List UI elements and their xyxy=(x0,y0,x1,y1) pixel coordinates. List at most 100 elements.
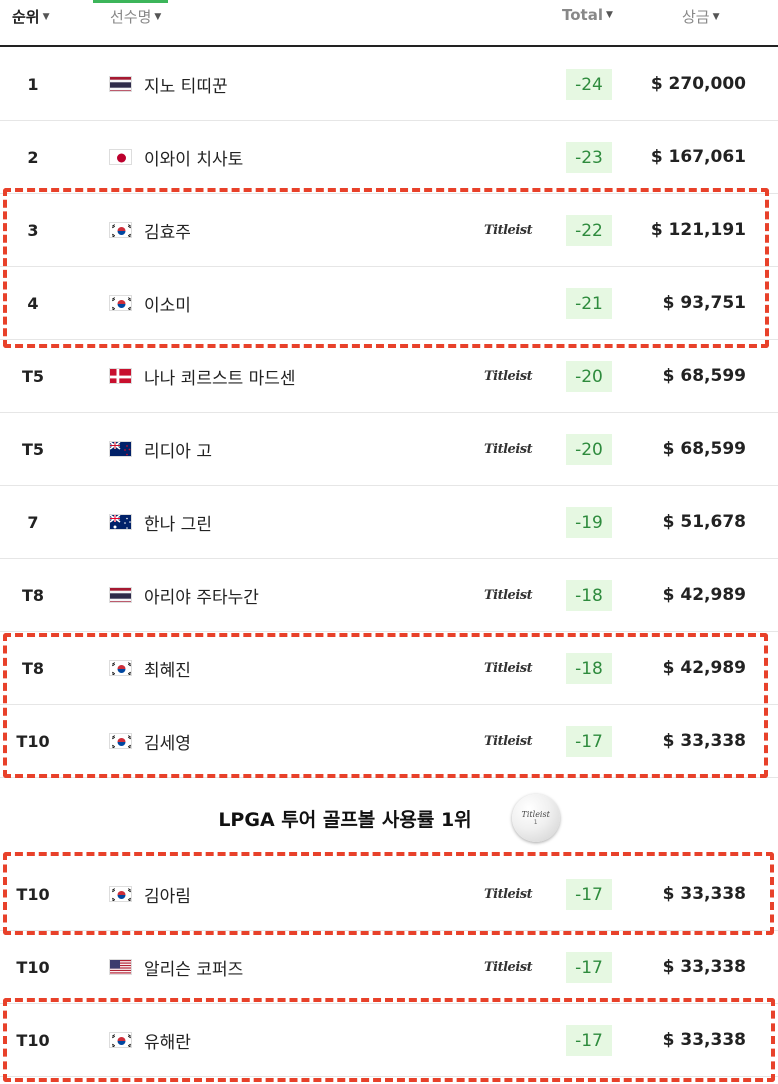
total-score: -18 xyxy=(566,653,612,684)
leaderboard-rows-top: 1 지노 티띠꾼 -24 $ 270,000 2 이와이 치사토 -23 $ 167,061 3… xyxy=(0,48,778,778)
total-score: -20 xyxy=(566,361,612,392)
player-name[interactable]: 알리슨 코퍼즈 xyxy=(144,959,244,980)
player-rank: T10 xyxy=(16,957,50,977)
total-column-header[interactable]: Total ▼ xyxy=(562,6,613,24)
prize-column-header[interactable]: 상금 ▼ xyxy=(682,6,720,27)
japan-flag-icon xyxy=(109,149,132,165)
promo-banner: LPGA 투어 골프볼 사용률 1위 Titleist 1 xyxy=(0,778,778,858)
golf-ball-brand: Titleist xyxy=(521,810,550,819)
prize-money: $ 42,989 xyxy=(662,658,746,678)
korea-flag-icon xyxy=(109,660,132,676)
total-header-label: Total xyxy=(562,6,603,24)
table-row[interactable]: T5 리디아 고 Titleist -20 $ 68,599 xyxy=(0,413,778,486)
korea-flag-icon xyxy=(109,886,132,902)
total-score: -17 xyxy=(566,1025,612,1056)
total-score: -24 xyxy=(566,69,612,100)
australia-flag-icon xyxy=(109,514,132,530)
prize-money: $ 51,678 xyxy=(662,512,746,532)
korea-flag-icon xyxy=(109,1032,132,1048)
prize-money: $ 93,751 xyxy=(662,293,746,313)
korea-flag-icon xyxy=(109,733,132,749)
table-row[interactable]: T10 유해란 -17 $ 33,338 xyxy=(0,1004,778,1077)
total-score: -19 xyxy=(566,507,612,538)
table-row[interactable]: T8 아리야 주타누간 Titleist -18 $ 42,989 xyxy=(0,559,778,632)
table-row[interactable]: 1 지노 티띠꾼 -24 $ 270,000 xyxy=(0,48,778,121)
leaderboard-rows-bottom: T10 김아림 Titleist -17 $ 33,338 T10 알리슨 코퍼즈 Title… xyxy=(0,858,778,1077)
caret-down-icon: ▼ xyxy=(42,11,50,22)
player-name[interactable]: 최혜진 xyxy=(144,660,191,681)
prize-money: $ 121,191 xyxy=(650,220,746,240)
rank-column-header[interactable]: 순위 ▼ xyxy=(12,6,50,27)
titleist-logo-icon: Titleist xyxy=(484,959,533,975)
korea-flag-icon xyxy=(109,295,132,311)
prize-money: $ 68,599 xyxy=(662,439,746,459)
total-score: -20 xyxy=(566,434,612,465)
table-row[interactable]: T5 나나 쾨르스트 마드센 Titleist -20 $ 68,599 xyxy=(0,340,778,413)
titleist-logo-icon: Titleist xyxy=(484,733,533,749)
player-rank: T5 xyxy=(21,439,45,459)
player-name[interactable]: 김효주 xyxy=(144,222,191,243)
player-name[interactable]: 나나 쾨르스트 마드센 xyxy=(144,368,296,389)
leaderboard-table: 1 지노 티띠꾼 -24 $ 270,000 2 이와이 치사토 -23 $ 167,061 3… xyxy=(0,48,778,1077)
titleist-logo-icon: Titleist xyxy=(484,886,533,902)
table-row[interactable]: T10 알리슨 코퍼즈 Titleist -17 $ 33,338 xyxy=(0,931,778,1004)
player-name[interactable]: 유해란 xyxy=(144,1032,191,1053)
table-row[interactable]: 3 김효주 Titleist -22 $ 121,191 xyxy=(0,194,778,267)
player-name[interactable]: 김아림 xyxy=(144,886,191,907)
player-rank: 2 xyxy=(27,147,39,167)
prize-money: $ 42,989 xyxy=(662,585,746,605)
player-rank: T8 xyxy=(21,585,45,605)
table-row[interactable]: 7 한나 그린 -19 $ 51,678 xyxy=(0,486,778,559)
titleist-logo-icon: Titleist xyxy=(484,222,533,238)
player-rank: T10 xyxy=(16,884,50,904)
promo-banner-text: LPGA 투어 골프볼 사용률 1위 xyxy=(218,808,472,831)
total-score: -18 xyxy=(566,580,612,611)
prize-money: $ 68,599 xyxy=(662,366,746,386)
caret-down-icon: ▼ xyxy=(154,11,162,22)
table-row[interactable]: 4 이소미 -21 $ 93,751 xyxy=(0,267,778,340)
total-score: -22 xyxy=(566,215,612,246)
player-name[interactable]: 아리야 주타누간 xyxy=(144,587,259,608)
golf-ball-icon: Titleist 1 xyxy=(511,794,560,842)
prize-money: $ 270,000 xyxy=(650,74,746,94)
titleist-logo-icon: Titleist xyxy=(484,587,533,603)
player-rank: 7 xyxy=(27,512,39,532)
total-score: -17 xyxy=(566,952,612,983)
titleist-logo-icon: Titleist xyxy=(484,368,533,384)
player-name[interactable]: 이와이 치사토 xyxy=(144,149,244,170)
prize-money: $ 33,338 xyxy=(662,884,746,904)
player-name[interactable]: 리디아 고 xyxy=(144,441,212,462)
player-rank: T5 xyxy=(21,366,45,386)
prize-header-label: 상금 xyxy=(682,8,710,26)
usa-flag-icon xyxy=(109,959,132,975)
golf-ball-number: 1 xyxy=(533,819,538,826)
table-row[interactable]: T10 김아림 Titleist -17 $ 33,338 xyxy=(0,858,778,931)
name-column-header[interactable]: 선수명 ▼ xyxy=(110,6,161,27)
player-name[interactable]: 한나 그린 xyxy=(144,514,212,535)
player-rank: 1 xyxy=(27,74,39,94)
titleist-logo-icon: Titleist xyxy=(484,441,533,457)
new-zealand-flag-icon xyxy=(109,441,132,457)
leaderboard-header: 순위 ▼ 선수명 ▼ Total ▼ 상금 ▼ xyxy=(0,0,778,47)
prize-money: $ 33,338 xyxy=(662,1030,746,1050)
total-score: -17 xyxy=(566,879,612,910)
player-rank: T8 xyxy=(21,658,45,678)
table-row[interactable]: 2 이와이 치사토 -23 $ 167,061 xyxy=(0,121,778,194)
player-rank: 3 xyxy=(27,220,39,240)
thailand-flag-icon xyxy=(109,76,132,92)
table-row[interactable]: T10 김세영 Titleist -17 $ 33,338 xyxy=(0,705,778,778)
prize-money: $ 33,338 xyxy=(662,731,746,751)
player-rank: T10 xyxy=(16,1030,50,1050)
caret-down-icon: ▼ xyxy=(712,11,720,22)
player-name[interactable]: 이소미 xyxy=(144,295,191,316)
thailand-flag-icon xyxy=(109,587,132,603)
table-row[interactable]: T8 최혜진 Titleist -18 $ 42,989 xyxy=(0,632,778,705)
denmark-flag-icon xyxy=(109,368,132,384)
korea-flag-icon xyxy=(109,222,132,238)
prize-money: $ 33,338 xyxy=(662,957,746,977)
caret-down-icon: ▼ xyxy=(605,10,613,20)
player-name[interactable]: 지노 티띠꾼 xyxy=(144,76,228,97)
player-rank: T10 xyxy=(16,731,50,751)
player-name[interactable]: 김세영 xyxy=(144,733,191,754)
name-header-label: 선수명 xyxy=(110,8,152,26)
